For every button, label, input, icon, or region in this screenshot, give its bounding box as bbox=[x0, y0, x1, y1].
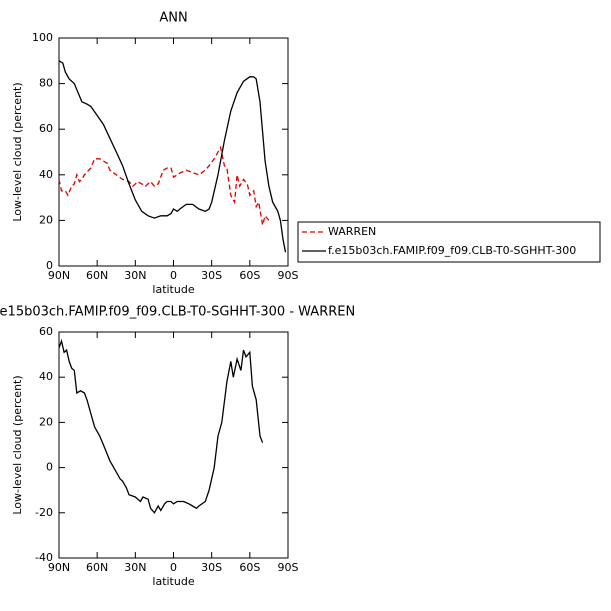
plot-frame bbox=[58, 37, 289, 267]
y-tick-label: 40 bbox=[39, 370, 53, 383]
x-tick-label: 60N bbox=[86, 561, 108, 574]
y-tick-label: 100 bbox=[32, 31, 53, 44]
x-tick-label: 30N bbox=[124, 269, 146, 282]
x-tick-label: 30S bbox=[201, 269, 222, 282]
y-tick-label: 60 bbox=[39, 325, 53, 338]
x-tick-label: 0 bbox=[170, 561, 177, 574]
x-tick-label: 60S bbox=[239, 269, 260, 282]
x-axis-label: latitude bbox=[152, 283, 194, 296]
y-axis-label: Low-level cloud (percent) bbox=[11, 82, 24, 221]
x-tick-label: 90S bbox=[278, 269, 299, 282]
x-tick-label: 30S bbox=[201, 561, 222, 574]
y-tick-label: -20 bbox=[35, 506, 53, 519]
y-tick-label: 0 bbox=[46, 461, 53, 474]
series-line bbox=[58, 60, 287, 253]
x-tick-label: 0 bbox=[170, 269, 177, 282]
chart-title: ANN bbox=[159, 11, 187, 26]
series-line bbox=[58, 145, 270, 226]
y-tick-label: 20 bbox=[39, 415, 53, 428]
x-tick-label: 90N bbox=[48, 561, 70, 574]
y-tick-label: 0 bbox=[46, 259, 53, 272]
y-tick-label: 80 bbox=[39, 77, 53, 90]
y-tick-label: 20 bbox=[39, 213, 53, 226]
x-tick-label: 60S bbox=[239, 561, 260, 574]
y-tick-label: -40 bbox=[35, 551, 53, 564]
chart-title: f.e15b03ch.FAMIP.f09_f09.CLB-T0-SGHHT-30… bbox=[0, 305, 355, 320]
y-tick-label: 40 bbox=[39, 168, 53, 181]
series-line bbox=[58, 338, 264, 514]
x-tick-label: 90N bbox=[48, 269, 70, 282]
y-tick-label: 60 bbox=[39, 122, 53, 135]
x-tick-label: 90S bbox=[278, 561, 299, 574]
x-axis-label: latitude bbox=[152, 575, 194, 588]
y-axis-label: Low-level cloud (percent) bbox=[11, 375, 24, 514]
x-tick-label: 30N bbox=[124, 561, 146, 574]
plot-frame bbox=[58, 331, 289, 559]
legend-label: WARREN bbox=[328, 225, 376, 238]
legend-label: f.e15b03ch.FAMIP.f09_f09.CLB-T0-SGHHT-30… bbox=[328, 244, 576, 257]
x-tick-label: 60N bbox=[86, 269, 108, 282]
legend-box bbox=[297, 221, 601, 263]
